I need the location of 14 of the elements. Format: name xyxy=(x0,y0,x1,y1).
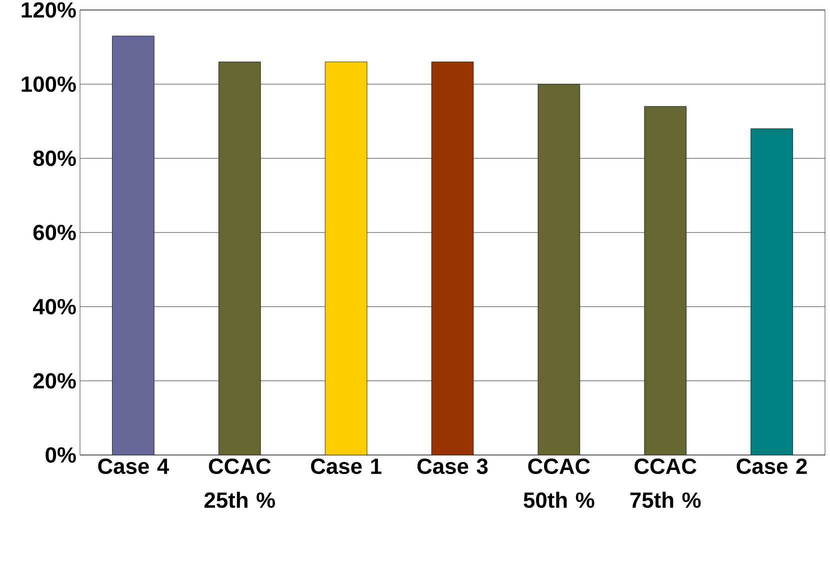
y-tick-label: 80% xyxy=(33,150,76,166)
y-tick-label: 40% xyxy=(32,298,76,314)
y-tick-label: 120% xyxy=(22,2,76,18)
y-tick-label: 100% xyxy=(22,76,76,92)
x-tick-label: Case 3 xyxy=(417,458,488,474)
x-tick-label: Case 2 xyxy=(736,458,807,474)
y-tick-label: 0% xyxy=(46,447,76,463)
x-tick-label: CCAC 75th % xyxy=(630,458,701,508)
y-tick-label: 60% xyxy=(33,224,76,240)
x-tick-label: Case 4 xyxy=(98,458,170,474)
y-tick-label: 20% xyxy=(33,373,76,389)
x-tick-label: CCAC 50th % xyxy=(524,458,594,508)
x-tick-label: CCAC 25th % xyxy=(204,458,275,508)
x-tick-label: Case 1 xyxy=(311,458,382,474)
